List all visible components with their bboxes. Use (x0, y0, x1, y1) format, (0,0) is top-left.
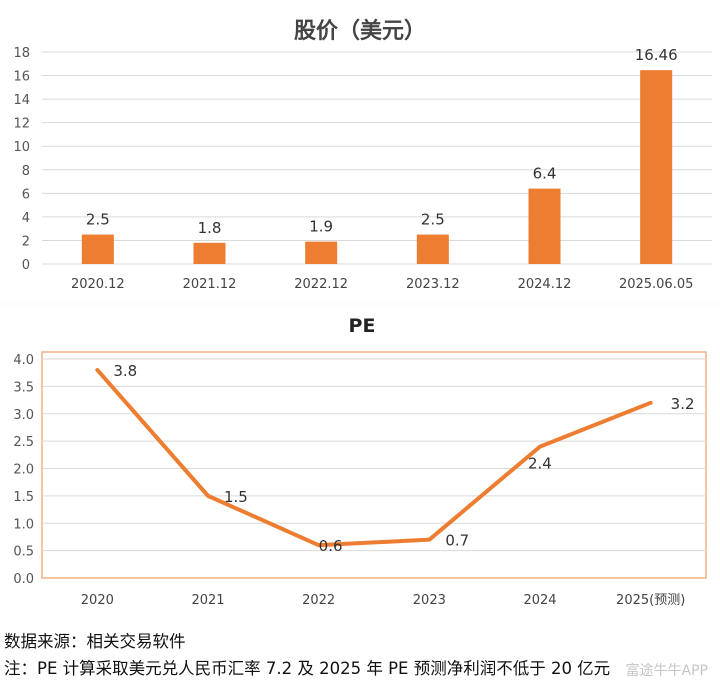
bar-chart-y-tick-label: 12 (13, 117, 30, 132)
bar-chart-y-tick-label: 10 (13, 140, 30, 155)
bar-chart-bars (81, 70, 673, 264)
line-chart-x-tick-label: 2024 (523, 593, 556, 608)
calculation-note: 注：PE 计算采取美元兑人民币汇率 7.2 及 2025 年 PE 预测净利润不… (4, 659, 611, 678)
line-chart-y-tick-label: 4.0 (13, 353, 34, 368)
line-chart-plot-border (41, 351, 707, 579)
line-data-label: 1.5 (224, 488, 248, 506)
line-data-label: 3.2 (671, 395, 695, 413)
line-data-label: 3.8 (113, 362, 137, 380)
bar-chart-x-axis: 2020.12 2021.12 2022.12 2023.12 2024.12 2025.… (71, 277, 693, 292)
bar-2023.12 (416, 234, 449, 264)
bar-chart-x-tick-label: 2020.12 (71, 277, 125, 292)
bar-data-label: 16.46 (635, 46, 678, 64)
bar-chart-y-tick-label: 16 (13, 70, 30, 85)
bar-chart-x-tick-label: 2024.12 (518, 277, 572, 292)
chart-separator (0, 299, 720, 307)
line-chart-y-tick-label: 3.5 (13, 380, 34, 395)
line-chart-x-tick-label: 2021 (191, 593, 224, 608)
line-chart-y-tick-label: 0.0 (13, 572, 34, 587)
line-chart-y-tick-label: 2.5 (13, 435, 34, 450)
line-chart-y-tick-label: 1.5 (13, 490, 34, 505)
bar-data-label: 1.9 (309, 218, 333, 236)
bar-2020.12 (81, 234, 114, 264)
bar-data-label: 2.5 (421, 211, 445, 229)
line-chart-x-axis: 2020 2021 2022 2023 2024 2025(预测) (81, 593, 685, 608)
bar-2021.12 (193, 242, 226, 264)
line-chart-series (95, 367, 653, 548)
bar-chart-x-tick-label: 2021.12 (183, 277, 237, 292)
pe-line (95, 367, 653, 548)
footnotes: 数据来源：相关交易软件 注：PE 计算采取美元兑人民币汇率 7.2 及 2025… (4, 628, 716, 682)
bar-data-label: 6.4 (533, 165, 557, 183)
line-data-label: 0.7 (445, 532, 469, 550)
data-source-note: 数据来源：相关交易软件 (4, 632, 186, 651)
line-chart-y-tick-label: 3.0 (13, 408, 34, 423)
bar-2024.12 (528, 188, 561, 264)
line-chart-x-tick-label: 2020 (81, 593, 114, 608)
line-chart-y-tick-label: 1.0 (13, 517, 34, 532)
line-chart-gridlines (42, 358, 706, 552)
line-chart-y-tick-label: 0.5 (13, 545, 34, 560)
line-chart-x-tick-label: 2023 (413, 593, 446, 608)
stock-price-bar-chart: 股价（美元） 0 2 4 6 8 10 12 14 16 18 2.5 1.8 1.9 2.5 6.4 16… (13, 18, 712, 292)
bar-data-label: 1.8 (198, 219, 222, 237)
line-chart-title: PE (349, 315, 376, 337)
bar-chart-y-tick-label: 18 (13, 46, 30, 61)
watermark: 富途牛牛APP (625, 663, 708, 679)
line-data-label: 0.6 (319, 537, 343, 555)
bar-2025.06.05 (640, 70, 673, 264)
bar-chart-data-labels: 2.5 1.8 1.9 2.5 6.4 16.46 (86, 46, 678, 237)
line-data-label: 2.4 (528, 455, 552, 473)
bar-chart-y-tick-label: 4 (22, 211, 30, 226)
bar-chart-y-tick-label: 0 (22, 258, 30, 273)
bar-chart-y-tick-label: 2 (22, 234, 30, 249)
bar-data-label: 2.5 (86, 211, 110, 229)
bar-chart-gridlines (42, 51, 712, 265)
line-chart-y-axis: 0.0 0.5 1.0 1.5 2.0 2.5 3.0 3.5 4.0 (13, 353, 34, 587)
bar-chart-y-axis: 0 2 4 6 8 10 12 14 16 18 (13, 46, 30, 273)
pe-line-chart: PE 0.0 0.5 1.0 1.5 2.0 2.5 3.0 3.5 4.0 3.8 1.5 0.6… (13, 315, 707, 608)
bar-chart-y-tick-label: 14 (13, 93, 30, 108)
line-chart-x-tick-label: 2022 (302, 593, 335, 608)
bar-chart-title: 股价（美元） (294, 18, 426, 44)
bar-chart-x-tick-label: 2023.12 (406, 277, 460, 292)
line-chart-y-tick-label: 2.0 (13, 463, 34, 478)
bar-chart-x-tick-label: 2022.12 (294, 277, 348, 292)
line-chart-x-tick-label: 2025(预测) (616, 593, 685, 608)
bar-2022.12 (305, 241, 338, 264)
line-chart-data-labels: 3.8 1.5 0.6 0.7 2.4 3.2 (113, 362, 694, 555)
bar-chart-y-tick-label: 8 (22, 164, 30, 179)
bar-chart-x-tick-label: 2025.06.05 (619, 277, 693, 292)
bar-chart-y-tick-label: 6 (22, 187, 30, 202)
